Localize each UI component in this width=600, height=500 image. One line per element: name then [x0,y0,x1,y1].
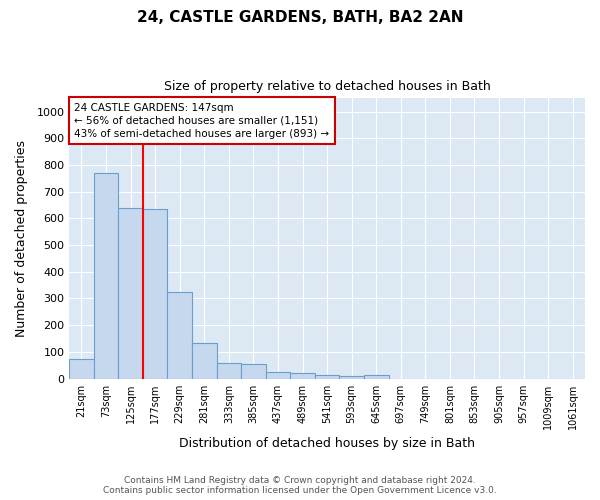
Bar [94,173,118,378]
Bar [143,209,167,378]
Y-axis label: Number of detached properties: Number of detached properties [15,140,28,337]
X-axis label: Distribution of detached houses by size in Bath: Distribution of detached houses by size … [179,437,475,450]
Bar [340,376,364,378]
Bar [290,373,315,378]
Bar [118,208,143,378]
Bar [192,342,217,378]
Bar [167,292,192,378]
Bar [266,372,290,378]
Bar [69,358,94,378]
Bar [241,364,266,378]
Bar [217,362,241,378]
Bar [315,374,340,378]
Bar [364,374,389,378]
Text: Contains HM Land Registry data © Crown copyright and database right 2024.
Contai: Contains HM Land Registry data © Crown c… [103,476,497,495]
Text: 24 CASTLE GARDENS: 147sqm
← 56% of detached houses are smaller (1,151)
43% of se: 24 CASTLE GARDENS: 147sqm ← 56% of detac… [74,102,329,139]
Title: Size of property relative to detached houses in Bath: Size of property relative to detached ho… [164,80,490,93]
Text: 24, CASTLE GARDENS, BATH, BA2 2AN: 24, CASTLE GARDENS, BATH, BA2 2AN [137,10,463,25]
